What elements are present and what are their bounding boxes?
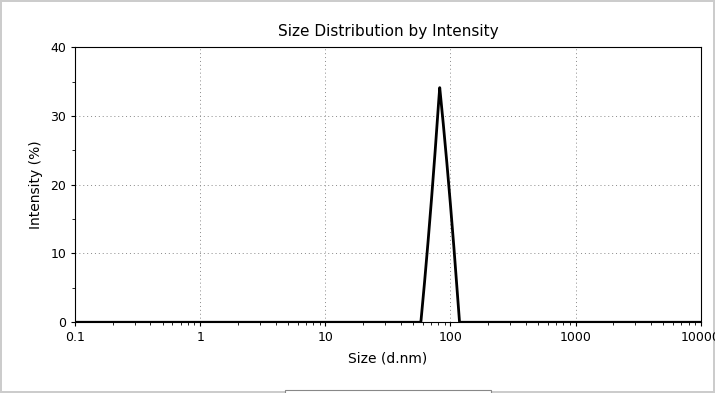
Record 89: Hosseini: (13.6, 0): Hosseini: (13.6, 0) [337,320,346,325]
Legend: Record 89: Hosseini: Record 89: Hosseini [285,390,491,393]
Record 89: Hosseini: (2.32e+03, 0): Hosseini: (2.32e+03, 0) [617,320,626,325]
Record 89: Hosseini: (82.1, 34.1): Hosseini: (82.1, 34.1) [435,85,444,90]
Record 89: Hosseini: (8.27, 0): Hosseini: (8.27, 0) [311,320,320,325]
X-axis label: Size (d.nm): Size (d.nm) [348,351,428,365]
Record 89: Hosseini: (8e+03, 0): Hosseini: (8e+03, 0) [684,320,693,325]
Line: Record 89: Hosseini: Record 89: Hosseini [75,88,701,322]
Title: Size Distribution by Intensity: Size Distribution by Intensity [277,24,498,39]
Record 89: Hosseini: (1e+04, 0): Hosseini: (1e+04, 0) [696,320,705,325]
Record 89: Hosseini: (0.1, 0): Hosseini: (0.1, 0) [71,320,79,325]
Record 89: Hosseini: (0.736, 0): Hosseini: (0.736, 0) [179,320,188,325]
Y-axis label: Intensity (%): Intensity (%) [29,140,43,229]
Record 89: Hosseini: (0.372, 0): Hosseini: (0.372, 0) [142,320,151,325]
